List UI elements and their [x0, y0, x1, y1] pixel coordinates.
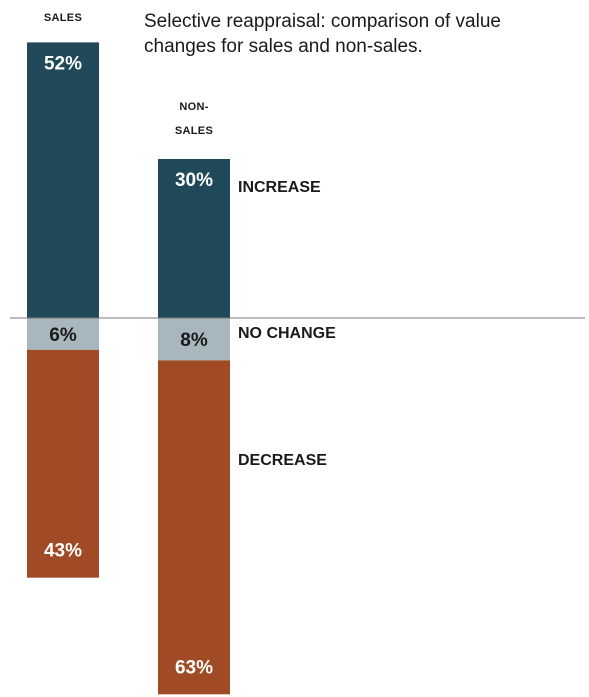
bar-segment-decrease — [158, 360, 230, 695]
category-label-non-sales: SALES — [175, 125, 213, 137]
bar-segment-no-change — [27, 318, 99, 350]
chart-title-line: Selective reappraisal: comparison of val… — [144, 11, 501, 32]
data-label: 30% — [175, 170, 213, 191]
category-label-sales: SALES — [44, 12, 82, 24]
data-label: 43% — [44, 541, 82, 562]
data-label: 8% — [180, 330, 208, 351]
data-label: 6% — [49, 325, 77, 346]
data-label: 52% — [44, 53, 82, 74]
series-label-no-change: NO CHANGE — [238, 325, 336, 342]
chart-title-line: changes for sales and non-sales. — [144, 36, 423, 57]
data-label: 63% — [175, 657, 213, 678]
bar-segment-increase — [158, 159, 230, 318]
bar-segment-increase — [27, 42, 99, 319]
series-label-decrease: DECREASE — [238, 452, 327, 469]
bar-segment-decrease — [27, 349, 99, 578]
series-label-increase: INCREASE — [238, 179, 321, 196]
category-label-non-sales: NON- — [179, 101, 208, 113]
bar-segment-no-change — [158, 318, 230, 361]
